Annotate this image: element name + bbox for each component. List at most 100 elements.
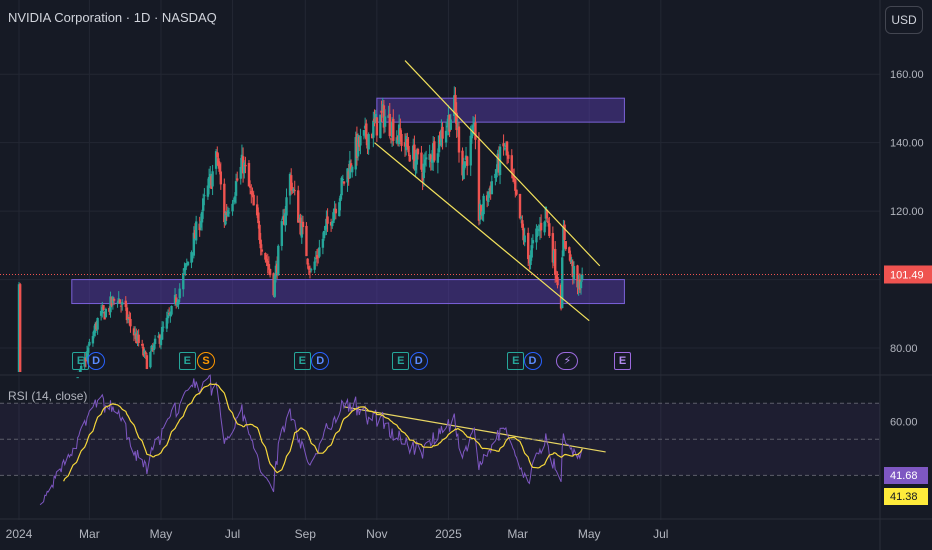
candle-body xyxy=(85,351,89,360)
candle-body xyxy=(413,144,416,170)
candle-body xyxy=(251,192,254,196)
candle-body xyxy=(218,164,221,172)
candle-body xyxy=(18,284,22,372)
candle-body xyxy=(375,117,379,136)
split-badge[interactable]: S xyxy=(197,352,215,370)
candle xyxy=(194,215,198,245)
candle-body xyxy=(505,141,509,156)
candle-body xyxy=(388,113,391,137)
candle-body xyxy=(379,114,382,139)
candle-body xyxy=(502,143,505,147)
candle-body xyxy=(392,118,395,141)
candle-body xyxy=(556,277,559,286)
dividend-badge[interactable]: D xyxy=(409,352,428,370)
candle-body xyxy=(367,134,370,150)
candle xyxy=(388,102,391,139)
candle-body xyxy=(144,352,147,354)
earnings-badge[interactable]: E xyxy=(293,352,311,370)
candle-body xyxy=(563,224,566,240)
candle xyxy=(178,283,181,303)
candle-body xyxy=(140,344,144,346)
candle-body xyxy=(463,161,467,168)
earnings-badge[interactable]: E xyxy=(507,352,525,370)
candle xyxy=(203,188,206,206)
candle xyxy=(536,225,539,238)
candle-body xyxy=(301,221,305,228)
candle-body xyxy=(216,152,219,158)
candle-body xyxy=(454,94,457,115)
lightning-icon[interactable]: ⚡ xyxy=(556,352,579,370)
candle xyxy=(338,198,341,217)
candle xyxy=(521,215,524,231)
candle-body xyxy=(129,318,132,327)
candle-body xyxy=(186,261,190,266)
candle-body xyxy=(145,355,149,369)
candle xyxy=(308,265,312,279)
candle-body xyxy=(462,164,465,179)
rsi-line xyxy=(39,374,583,506)
candle-body xyxy=(339,195,342,202)
support-resistance-zone xyxy=(71,279,625,305)
future-earnings-badge[interactable]: E xyxy=(613,352,632,370)
candle xyxy=(202,193,205,219)
candle-body xyxy=(267,264,271,270)
candle-body xyxy=(519,216,523,219)
candle-body xyxy=(214,151,218,169)
candle xyxy=(266,253,269,274)
candle xyxy=(236,171,239,182)
price-tick-label: 140.00 xyxy=(890,138,924,150)
candle-body xyxy=(437,135,441,153)
candle-body xyxy=(562,226,565,257)
candle xyxy=(88,338,91,347)
candle-body xyxy=(217,158,220,167)
candle-body xyxy=(297,190,300,223)
candle-body xyxy=(470,132,474,139)
earnings-badge[interactable]: E xyxy=(178,352,196,370)
candle-body xyxy=(250,190,253,195)
candle-body xyxy=(313,261,316,270)
candle xyxy=(523,227,526,247)
candle-body xyxy=(99,310,103,316)
candle-body xyxy=(175,297,178,305)
candle-body xyxy=(285,197,288,216)
candle-body xyxy=(322,230,326,239)
dividend-badge[interactable]: D xyxy=(87,352,106,370)
earnings-badge[interactable]: E xyxy=(392,352,410,370)
candle xyxy=(351,165,354,178)
candle-body xyxy=(422,163,425,179)
dividend-badge[interactable]: D xyxy=(311,352,330,370)
candle xyxy=(518,193,522,220)
dividend-badge[interactable]: D xyxy=(523,352,542,370)
candle xyxy=(76,371,79,379)
candle-body xyxy=(118,299,122,304)
earnings-badge[interactable]: E xyxy=(71,352,90,370)
candle-body xyxy=(406,139,409,147)
candle-body xyxy=(211,171,214,187)
candle-body xyxy=(529,255,532,265)
candle-body xyxy=(539,222,543,231)
candle-body xyxy=(523,235,526,243)
candle-body xyxy=(477,139,481,221)
candle-body xyxy=(284,213,287,226)
candle-body xyxy=(207,176,211,188)
candle xyxy=(231,199,234,216)
candle-body xyxy=(482,195,485,215)
candle-body xyxy=(466,156,469,166)
time-tick-label: Sep xyxy=(295,527,317,541)
candles xyxy=(17,86,584,379)
time-tick-label: Nov xyxy=(366,527,387,541)
candle-body xyxy=(414,161,417,171)
time-tick-label: May xyxy=(578,527,601,541)
candle-body xyxy=(252,194,255,206)
candle-body xyxy=(306,258,309,265)
candle-body xyxy=(277,245,280,276)
candle-body xyxy=(209,173,212,178)
candle xyxy=(341,174,345,183)
candle-body xyxy=(239,166,242,179)
currency-button[interactable]: USD xyxy=(885,6,923,34)
candle xyxy=(129,312,132,333)
candle-body xyxy=(543,221,546,233)
candle-body xyxy=(515,189,518,195)
candle-body xyxy=(487,191,490,203)
